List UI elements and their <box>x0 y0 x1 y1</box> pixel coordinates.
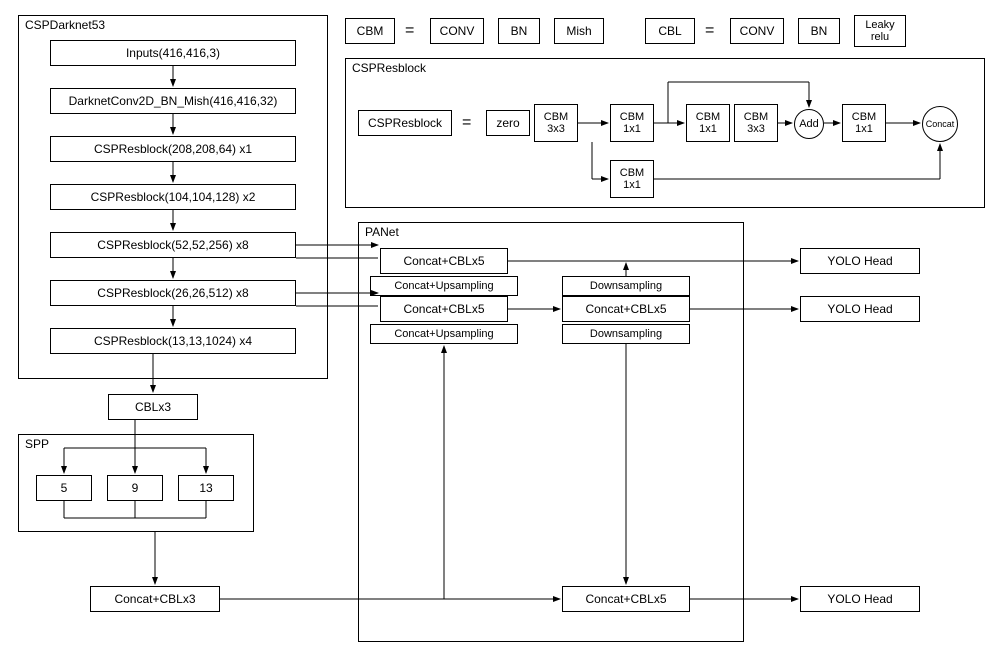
cspresblock-title: CSPResblock <box>352 61 426 75</box>
panet-cc3: Concat+CBLx5 <box>562 296 690 322</box>
cspres-cbm33-1: CBM 3x3 <box>534 104 578 142</box>
panet-up2: Concat+Upsampling <box>370 324 518 344</box>
cspres-cbm11-3: CBM 1x1 <box>842 104 886 142</box>
cspres-cbm11-2: CBM 1x1 <box>686 104 730 142</box>
panet-title: PANet <box>365 225 399 239</box>
cspres-label: CSPResblock <box>358 110 452 136</box>
add-circle: Add <box>794 109 824 139</box>
yolo-head-3: YOLO Head <box>800 586 920 612</box>
panet-down2: Downsampling <box>562 324 690 344</box>
cspdarknet53-title: CSPDarknet53 <box>25 18 105 32</box>
cspres-zero: zero <box>486 110 530 136</box>
legend-bn2: BN <box>798 18 840 44</box>
panet-up1: Concat+Upsampling <box>370 276 518 296</box>
cspres2-block: CSPResblock(104,104,128) x2 <box>50 184 296 210</box>
concat-cblx3-block: Concat+CBLx3 <box>90 586 220 612</box>
eq-icon: = <box>405 22 414 40</box>
eq-icon: = <box>462 114 471 132</box>
add-label: Add <box>799 118 819 130</box>
yolo-head-2: YOLO Head <box>800 296 920 322</box>
legend-conv1: CONV <box>430 18 484 44</box>
spp-9: 9 <box>107 475 163 501</box>
legend-conv2: CONV <box>730 18 784 44</box>
cspres-cbm33-2: CBM 3x3 <box>734 104 778 142</box>
panet-cc2: Concat+CBLx5 <box>380 296 508 322</box>
legend-cbl: CBL <box>645 18 695 44</box>
yolo-head-1: YOLO Head <box>800 248 920 274</box>
eq-icon: = <box>705 22 714 40</box>
panet-cc4: Concat+CBLx5 <box>562 586 690 612</box>
cspres4-block: CSPResblock(26,26,512) x8 <box>50 280 296 306</box>
spp-5: 5 <box>36 475 92 501</box>
legend-cbm: CBM <box>345 18 395 44</box>
panet-cc1: Concat+CBLx5 <box>380 248 508 274</box>
darknetconv-block: DarknetConv2D_BN_Mish(416,416,32) <box>50 88 296 114</box>
cspres-cbm11-4: CBM 1x1 <box>610 160 654 198</box>
concat-label: Concat <box>926 119 955 129</box>
cspres1-block: CSPResblock(208,208,64) x1 <box>50 136 296 162</box>
legend-leaky: Leaky relu <box>854 15 906 47</box>
concat-circle: Concat <box>922 106 958 142</box>
legend-mish: Mish <box>554 18 604 44</box>
cspres-cbm11-1: CBM 1x1 <box>610 104 654 142</box>
inputs-block: Inputs(416,416,3) <box>50 40 296 66</box>
cspres5-block: CSPResblock(13,13,1024) x4 <box>50 328 296 354</box>
spp-13: 13 <box>178 475 234 501</box>
cspres3-block: CSPResblock(52,52,256) x8 <box>50 232 296 258</box>
cblx3-block: CBLx3 <box>108 394 198 420</box>
panet-down1: Downsampling <box>562 276 690 296</box>
spp-title: SPP <box>25 437 49 451</box>
legend-bn1: BN <box>498 18 540 44</box>
